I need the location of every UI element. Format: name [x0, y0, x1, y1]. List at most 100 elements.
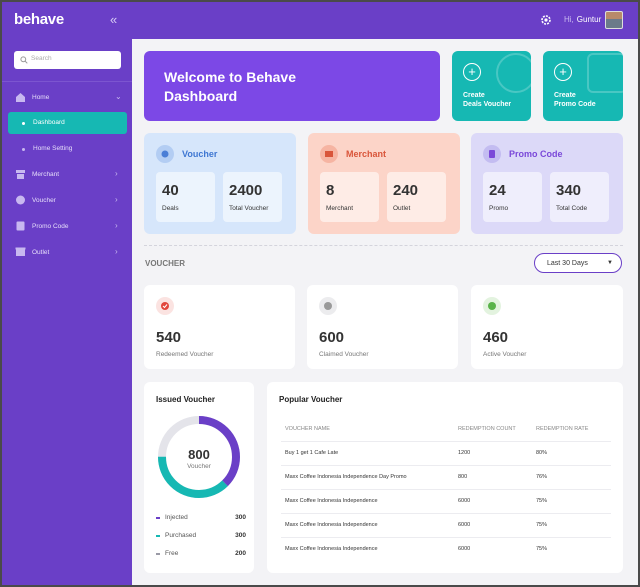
- sidebar-item-promo-code[interactable]: Promo Code ›: [2, 216, 132, 238]
- search-icon: [20, 56, 28, 64]
- stat-box: 8 Merchant: [320, 172, 379, 222]
- chevron-down-icon: ⌄: [115, 92, 122, 101]
- welcome-line-1: Welcome to Behave: [164, 69, 297, 85]
- gear-icon[interactable]: [540, 14, 552, 26]
- stat-box: 340 Total Code: [550, 172, 609, 222]
- redemption-count-cell: 1200: [458, 450, 471, 456]
- voucher-summary-card: Voucher 40 Deals 2400 Total Voucher: [144, 133, 296, 234]
- sidebar-item-label: Home Setting: [33, 145, 73, 152]
- stat-value: 24: [489, 182, 506, 199]
- redemption-rate-cell: 75%: [536, 546, 548, 552]
- card-title: Voucher: [182, 149, 218, 159]
- quick-action-line-2: Deals Voucher: [463, 101, 512, 108]
- quick-action-line-1: Create: [463, 92, 485, 99]
- home-icon: [16, 93, 25, 102]
- voucher-watermark-icon: [496, 53, 531, 93]
- bullet-icon: [22, 148, 25, 151]
- search-input[interactable]: Search: [14, 51, 121, 69]
- chevron-right-icon: ›: [115, 221, 118, 230]
- ticket-watermark-icon: [587, 53, 623, 93]
- legend-name: Free: [165, 550, 179, 557]
- plus-icon: +: [554, 63, 572, 81]
- legend-value: 200: [235, 550, 246, 557]
- stat-label: Claimed Voucher: [319, 351, 369, 358]
- redemption-count-cell: 6000: [458, 546, 471, 552]
- sidebar-item-home-setting[interactable]: Home Setting: [8, 138, 127, 160]
- sidebar-item-dashboard[interactable]: Dashboard: [8, 112, 127, 134]
- search-placeholder: Search: [31, 55, 52, 62]
- sidebar-item-outlet[interactable]: Outlet ›: [2, 242, 132, 264]
- sidebar-item-label: Voucher: [32, 197, 56, 204]
- card-title: Popular Voucher: [279, 395, 343, 404]
- create-deals-voucher-button[interactable]: + Create Deals Voucher: [452, 51, 531, 121]
- issued-voucher-card: Issued Voucher 800 Voucher Injected 300 …: [144, 382, 254, 573]
- redemption-rate-cell: 76%: [536, 474, 548, 480]
- column-header-voucher-name: VOUCHER NAME: [285, 426, 330, 432]
- card-title: Merchant: [346, 149, 387, 159]
- stat-value: 8: [326, 182, 335, 199]
- voucher-name-cell: Maxx Coffee Indonesia Independence: [285, 498, 378, 504]
- create-promo-code-button[interactable]: + Create Promo Code: [543, 51, 623, 121]
- row-divider: [281, 489, 611, 490]
- sidebar-divider: [2, 81, 132, 82]
- stat-box: 40 Deals: [156, 172, 215, 222]
- voucher-name-cell: Buy 1 get 1 Cafe Late: [285, 450, 339, 456]
- legend-value: 300: [235, 532, 246, 539]
- quick-action-line-1: Create: [554, 92, 576, 99]
- card-title: Issued Voucher: [156, 395, 215, 404]
- active-voucher-card: 460 Active Voucher: [471, 285, 623, 369]
- claimed-icon: [319, 297, 337, 315]
- ticket-icon: [16, 195, 25, 205]
- voucher-name-cell: Maxx Coffee Indonesia Independence: [285, 522, 378, 528]
- app-logo[interactable]: behave: [14, 11, 64, 28]
- promo-icon: [16, 221, 25, 231]
- legend-swatch: [156, 553, 160, 555]
- quick-action-line-2: Promo Code: [554, 101, 596, 108]
- period-select[interactable]: Last 30 Days ▼: [534, 253, 622, 273]
- sidebar-item-label: Merchant: [32, 171, 60, 178]
- store-icon: [16, 170, 25, 179]
- plus-icon: +: [463, 63, 481, 81]
- voucher-name-cell: Maxx Coffee Indonesia Independence: [285, 546, 378, 552]
- stat-value: 540: [156, 329, 182, 346]
- active-icon: [483, 297, 501, 315]
- welcome-title: Welcome to Behave Dashboard: [164, 68, 324, 106]
- stat-label: Deals: [162, 205, 179, 212]
- issued-total: 800: [188, 447, 210, 462]
- sidebar-item-home[interactable]: Home ⌄: [2, 87, 132, 109]
- row-divider: [281, 513, 611, 514]
- redemption-count-cell: 6000: [458, 498, 471, 504]
- stat-label: Active Voucher: [483, 351, 527, 358]
- sidebar-item-label: Outlet: [32, 249, 50, 256]
- promo-code-summary-card: Promo Code 24 Promo 340 Total Code: [471, 133, 623, 234]
- period-value: Last 30 Days: [547, 260, 588, 267]
- section-title: VOUCHER: [145, 259, 186, 268]
- greeting-text: Hi,: [564, 15, 574, 24]
- sidebar-item-label: Home: [32, 94, 50, 101]
- claimed-voucher-card: 600 Claimed Voucher: [307, 285, 458, 369]
- avatar[interactable]: [605, 11, 623, 29]
- sidebar-item-merchant[interactable]: Merchant ›: [2, 164, 132, 186]
- legend-name: Injected: [165, 514, 188, 521]
- stat-value: 2400: [229, 182, 263, 199]
- user-greeting[interactable]: Hi, Guntur: [564, 15, 601, 24]
- column-header-redemption-count: REDEMPTION COUNT: [458, 426, 516, 432]
- promo-icon: [483, 145, 501, 163]
- chevron-right-icon: ›: [115, 195, 118, 204]
- legend-swatch: [156, 535, 160, 537]
- collapse-sidebar-icon[interactable]: «: [110, 12, 118, 27]
- caret-down-icon: ▼: [607, 260, 613, 266]
- legend-value: 300: [235, 514, 246, 521]
- stat-box: 2400 Total Voucher: [223, 172, 282, 222]
- redeemed-voucher-card: 540 Redeemed Voucher: [144, 285, 295, 369]
- popular-voucher-card: Popular Voucher VOUCHER NAME REDEMPTION …: [267, 382, 623, 573]
- stat-label: Total Code: [556, 205, 588, 212]
- donut-segment-injected: [158, 416, 240, 498]
- merchant-summary-card: Merchant 8 Merchant 240 Outlet: [308, 133, 460, 234]
- stat-label: Total Voucher: [229, 205, 269, 212]
- quick-action-label: Create Promo Code: [554, 91, 596, 109]
- legend-item-injected: Injected 300: [156, 514, 246, 524]
- sidebar-item-voucher[interactable]: Voucher ›: [2, 190, 132, 212]
- redeemed-icon: [156, 297, 174, 315]
- sidebar-item-label: Dashboard: [33, 119, 65, 126]
